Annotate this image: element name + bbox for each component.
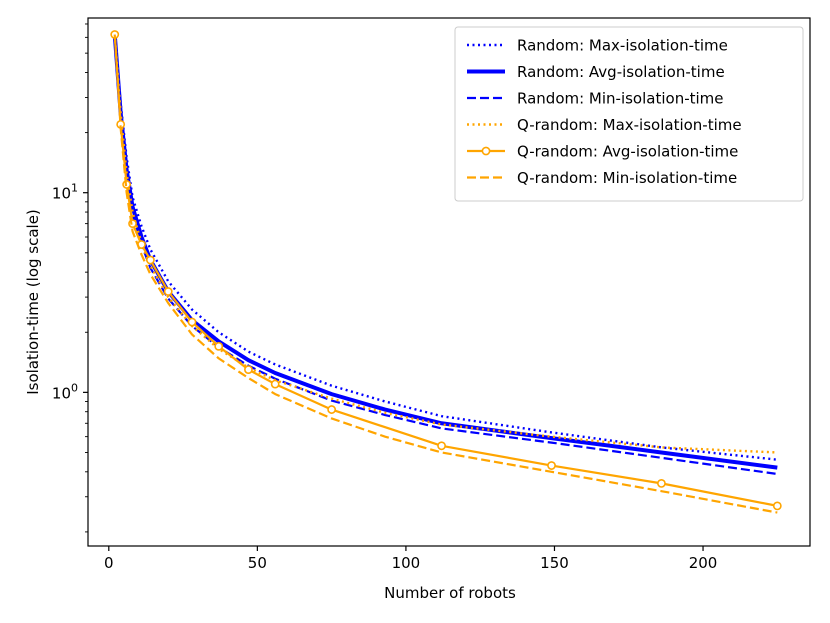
axes: 0 50 100 150 200 100 101 (52, 17, 811, 572)
legend-label-random-avg-isolation-time: Random: Avg-isolation-time (517, 63, 725, 81)
y-axis-title: Isolation-time (log scale) (24, 209, 42, 395)
legend-label-random-min-isolation-time: Random: Min-isolation-time (517, 90, 724, 108)
data-point-q-random-avg-isolation-time-15 (772, 501, 782, 511)
x-tick-label: 150 (540, 554, 569, 572)
y-tick-label: 100 (52, 381, 78, 402)
x-axis-title: Number of robots (384, 584, 516, 602)
data-point-q-random-avg-isolation-time-12 (437, 441, 446, 451)
legend-label-q-random-max-isolation-time: Q-random: Max-isolation-time (517, 116, 742, 134)
x-tick-label: 0 (104, 554, 114, 572)
legend-box (454, 26, 804, 202)
data-point-q-random-avg-isolation-time-10 (270, 379, 280, 389)
y-tick-label: 101 (52, 182, 78, 203)
legend-marker-q-random-avg-isolation-time (481, 146, 491, 156)
legend-label-q-random-min-isolation-time: Q-random: Min-isolation-time (517, 169, 737, 187)
legend-label-random-max-isolation-time: Random: Max-isolation-time (517, 37, 728, 55)
data-point-q-random-avg-isolation-time-11 (327, 405, 337, 414)
series-line-q-random-max-isolation-time (113, 34, 778, 454)
data-point-q-random-avg-isolation-time-5 (145, 255, 155, 265)
data-point-q-random-avg-isolation-time-9 (244, 365, 253, 375)
data-point-q-random-avg-isolation-time-8 (214, 341, 224, 351)
x-tick-label: 200 (689, 554, 718, 572)
data-point-q-random-avg-isolation-time-13 (547, 461, 556, 470)
legend: Random: Max-isolation-time Random: Avg-is… (454, 26, 804, 202)
series-layer (110, 30, 782, 514)
data-point-q-random-avg-isolation-time-6 (163, 287, 173, 296)
series-line-q-random-avg-isolation-time (113, 34, 778, 507)
data-point-q-random-avg-isolation-time-7 (187, 317, 197, 327)
axes-frame (87, 17, 811, 547)
x-tick-label: 50 (248, 554, 267, 572)
legend-label-q-random-avg-isolation-time: Q-random: Avg-isolation-time (517, 143, 738, 161)
data-point-q-random-avg-isolation-time-14 (657, 478, 666, 488)
plot-area (110, 30, 782, 514)
x-tick-label: 100 (392, 554, 421, 572)
series-line-q-random-min-isolation-time (113, 34, 778, 514)
